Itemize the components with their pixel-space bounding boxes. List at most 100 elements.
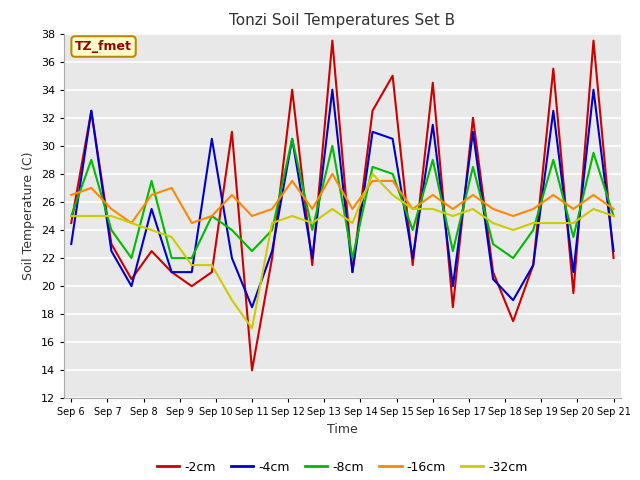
- -2cm: [148, 248, 156, 254]
- -4cm: [550, 108, 557, 114]
- -2cm: [268, 255, 276, 261]
- -16cm: [127, 220, 135, 226]
- -32cm: [148, 227, 156, 233]
- Legend: -2cm, -4cm, -8cm, -16cm, -32cm: -2cm, -4cm, -8cm, -16cm, -32cm: [152, 456, 533, 479]
- -8cm: [148, 178, 156, 184]
- -4cm: [409, 255, 417, 261]
- -32cm: [188, 262, 196, 268]
- -2cm: [388, 73, 396, 79]
- -8cm: [188, 255, 196, 261]
- -16cm: [369, 178, 376, 184]
- -8cm: [349, 255, 356, 261]
- -16cm: [469, 192, 477, 198]
- -32cm: [429, 206, 436, 212]
- -4cm: [509, 297, 517, 303]
- -2cm: [509, 318, 517, 324]
- -4cm: [268, 248, 276, 254]
- -2cm: [550, 66, 557, 72]
- -32cm: [409, 206, 417, 212]
- Line: -4cm: -4cm: [71, 90, 614, 307]
- -4cm: [469, 129, 477, 135]
- -4cm: [108, 248, 115, 254]
- -16cm: [328, 171, 336, 177]
- -4cm: [188, 269, 196, 275]
- Line: -8cm: -8cm: [71, 139, 614, 258]
- -32cm: [469, 206, 477, 212]
- -2cm: [289, 87, 296, 93]
- -2cm: [127, 276, 135, 282]
- Title: Tonzi Soil Temperatures Set B: Tonzi Soil Temperatures Set B: [229, 13, 456, 28]
- Y-axis label: Soil Temperature (C): Soil Temperature (C): [22, 152, 35, 280]
- Line: -2cm: -2cm: [71, 41, 614, 371]
- -8cm: [228, 227, 236, 233]
- -4cm: [148, 206, 156, 212]
- -32cm: [308, 220, 316, 226]
- -4cm: [369, 129, 376, 135]
- -16cm: [489, 206, 497, 212]
- -4cm: [529, 262, 537, 268]
- -2cm: [188, 283, 196, 289]
- -16cm: [168, 185, 175, 191]
- -2cm: [168, 269, 175, 275]
- -4cm: [589, 87, 597, 93]
- -8cm: [589, 150, 597, 156]
- -16cm: [570, 206, 577, 212]
- -32cm: [349, 220, 356, 226]
- -16cm: [349, 206, 356, 212]
- -32cm: [328, 206, 336, 212]
- -8cm: [610, 213, 618, 219]
- -32cm: [550, 220, 557, 226]
- -32cm: [289, 213, 296, 219]
- -2cm: [469, 115, 477, 120]
- -8cm: [67, 213, 75, 219]
- -2cm: [208, 269, 216, 275]
- -8cm: [369, 164, 376, 170]
- Text: TZ_fmet: TZ_fmet: [75, 40, 132, 53]
- -4cm: [388, 136, 396, 142]
- -32cm: [388, 192, 396, 198]
- -16cm: [388, 178, 396, 184]
- -32cm: [529, 220, 537, 226]
- -16cm: [148, 192, 156, 198]
- -8cm: [570, 234, 577, 240]
- -32cm: [168, 234, 175, 240]
- -16cm: [449, 206, 457, 212]
- -4cm: [489, 276, 497, 282]
- -2cm: [349, 269, 356, 275]
- -4cm: [289, 136, 296, 142]
- -32cm: [127, 220, 135, 226]
- -32cm: [268, 220, 276, 226]
- -32cm: [208, 262, 216, 268]
- -16cm: [429, 192, 436, 198]
- -8cm: [168, 255, 175, 261]
- -4cm: [67, 241, 75, 247]
- -8cm: [429, 157, 436, 163]
- -8cm: [108, 227, 115, 233]
- -16cm: [529, 206, 537, 212]
- -2cm: [589, 38, 597, 44]
- -16cm: [268, 206, 276, 212]
- -8cm: [248, 248, 256, 254]
- -8cm: [289, 136, 296, 142]
- -32cm: [449, 213, 457, 219]
- -32cm: [509, 227, 517, 233]
- -4cm: [248, 304, 256, 310]
- -2cm: [449, 304, 457, 310]
- -32cm: [610, 213, 618, 219]
- -8cm: [449, 248, 457, 254]
- -32cm: [88, 213, 95, 219]
- -16cm: [228, 192, 236, 198]
- -4cm: [349, 269, 356, 275]
- Line: -32cm: -32cm: [71, 174, 614, 328]
- -2cm: [88, 108, 95, 114]
- -16cm: [550, 192, 557, 198]
- -8cm: [208, 213, 216, 219]
- -2cm: [228, 129, 236, 135]
- -32cm: [108, 213, 115, 219]
- -4cm: [127, 283, 135, 289]
- -2cm: [429, 80, 436, 85]
- -8cm: [328, 143, 336, 149]
- -2cm: [67, 220, 75, 226]
- -8cm: [308, 227, 316, 233]
- -4cm: [88, 108, 95, 114]
